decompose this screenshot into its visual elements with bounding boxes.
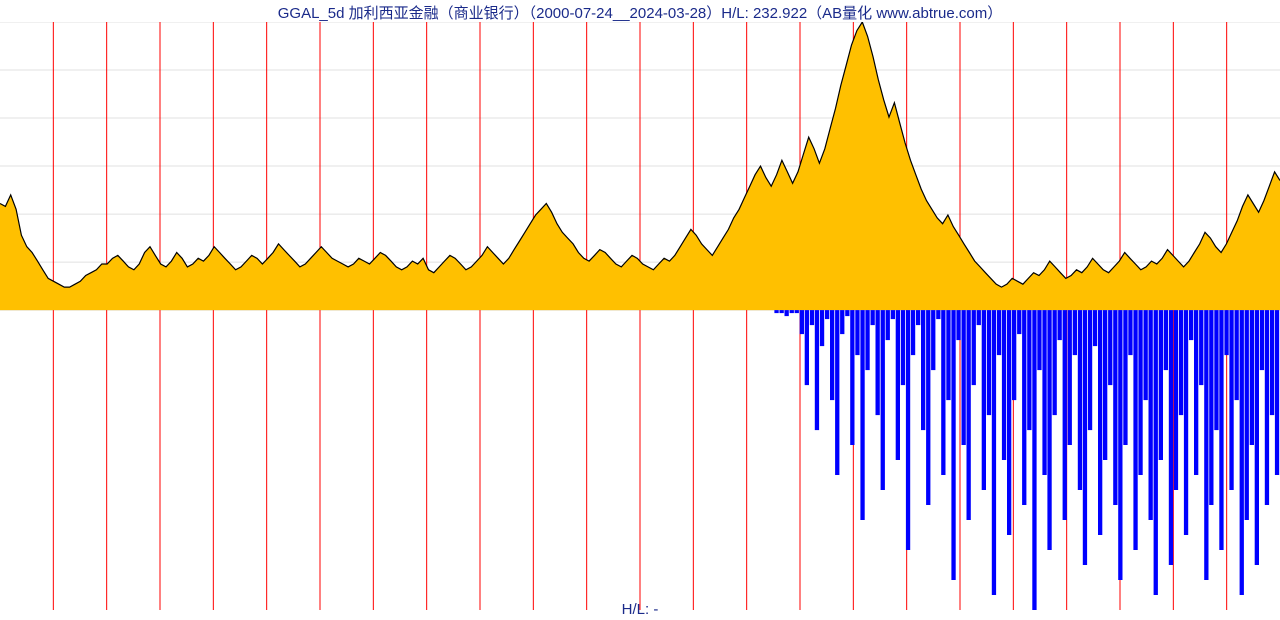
- volume-bars: [774, 310, 1279, 610]
- price-volume-chart: [0, 22, 1280, 610]
- chart-title: GGAL_5d 加利西亚金融（商业银行）（2000-07-24__2024-03…: [0, 2, 1280, 23]
- chart-footer: H/L: -: [0, 601, 1280, 618]
